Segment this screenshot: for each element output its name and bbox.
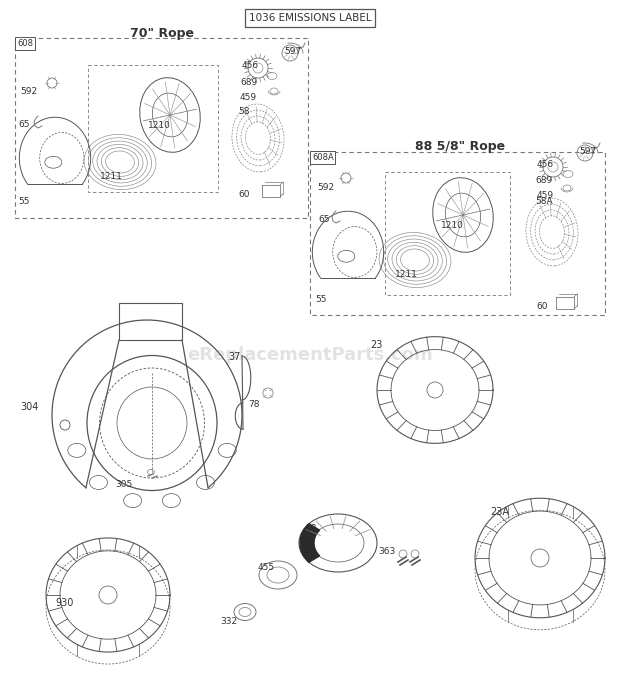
Text: 332: 332 xyxy=(220,617,237,626)
Text: 689: 689 xyxy=(535,176,552,185)
Text: 73: 73 xyxy=(305,524,316,533)
Text: 1036 EMISSIONS LABEL: 1036 EMISSIONS LABEL xyxy=(249,13,371,23)
Text: 592: 592 xyxy=(20,87,37,96)
Text: 597: 597 xyxy=(579,147,596,156)
Text: 65: 65 xyxy=(318,215,329,224)
Text: 608: 608 xyxy=(17,39,33,48)
Text: 456: 456 xyxy=(242,61,259,70)
Text: 23A: 23A xyxy=(490,507,509,517)
Text: 456: 456 xyxy=(537,160,554,169)
Text: 459: 459 xyxy=(240,93,257,102)
Text: eReplacementParts.com: eReplacementParts.com xyxy=(187,346,433,364)
Text: 23: 23 xyxy=(370,340,383,350)
Text: 70" Rope: 70" Rope xyxy=(130,27,194,40)
Text: 1210: 1210 xyxy=(148,121,171,130)
Text: 78: 78 xyxy=(248,400,260,409)
Text: 55: 55 xyxy=(18,197,30,206)
Text: 1211: 1211 xyxy=(395,270,418,279)
Text: 58A: 58A xyxy=(535,197,552,206)
Text: 37: 37 xyxy=(228,352,241,362)
Text: 65: 65 xyxy=(18,120,30,129)
Text: 930: 930 xyxy=(55,598,73,608)
Text: 304: 304 xyxy=(20,402,38,412)
Text: 305: 305 xyxy=(115,480,132,489)
Text: 459: 459 xyxy=(537,191,554,200)
Text: 60: 60 xyxy=(536,302,547,311)
Text: 363: 363 xyxy=(378,547,396,556)
Text: 689: 689 xyxy=(240,78,257,87)
Text: 1210: 1210 xyxy=(441,221,464,230)
Text: 592: 592 xyxy=(317,183,334,192)
Text: 597: 597 xyxy=(284,47,301,56)
Polygon shape xyxy=(300,524,320,562)
Text: 88 5/8" Rope: 88 5/8" Rope xyxy=(415,140,505,153)
Text: 455: 455 xyxy=(258,563,275,572)
Text: 1211: 1211 xyxy=(100,172,123,181)
Text: 58: 58 xyxy=(238,107,249,116)
Text: 608A: 608A xyxy=(312,153,334,162)
Text: 55: 55 xyxy=(315,295,327,304)
Text: 60: 60 xyxy=(238,190,249,199)
